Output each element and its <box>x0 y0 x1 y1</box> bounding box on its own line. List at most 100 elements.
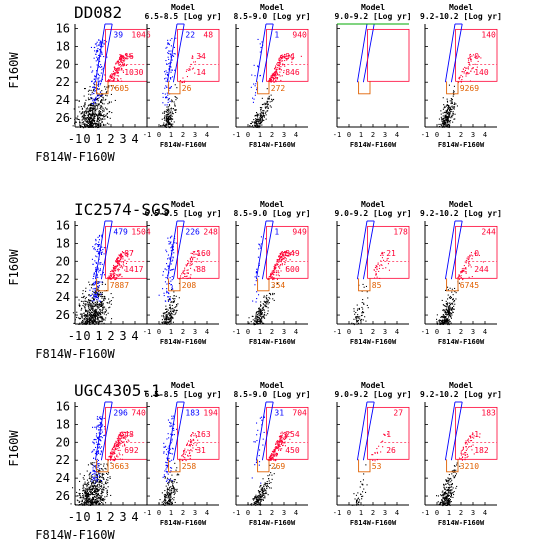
data-point <box>450 322 452 324</box>
data-point <box>100 493 102 495</box>
data-point <box>168 53 170 55</box>
data-point <box>101 473 103 475</box>
data-point <box>120 60 122 62</box>
data-point <box>80 106 82 108</box>
data-point <box>276 67 278 69</box>
data-point <box>170 422 172 424</box>
data-point <box>443 319 445 321</box>
data-point <box>465 73 467 75</box>
data-point <box>169 277 171 279</box>
data-point <box>102 304 104 306</box>
data-point <box>172 300 174 302</box>
data-point <box>363 302 365 304</box>
data-point <box>112 446 114 448</box>
data-point <box>117 441 119 443</box>
data-point <box>92 441 94 443</box>
data-point <box>169 299 171 301</box>
data-point <box>276 72 278 74</box>
data-point <box>88 294 90 296</box>
data-point <box>170 250 172 252</box>
data-point <box>171 481 173 483</box>
data-point <box>168 97 170 99</box>
data-point <box>101 429 103 431</box>
data-point <box>82 304 84 306</box>
data-point <box>87 125 89 127</box>
data-point <box>100 119 102 121</box>
data-point <box>265 303 267 305</box>
data-point <box>116 437 118 439</box>
data-point <box>114 99 116 101</box>
data-point <box>365 285 367 287</box>
data-point <box>175 306 177 308</box>
data-point <box>277 274 279 276</box>
data-point <box>270 459 272 461</box>
data-point <box>110 85 112 87</box>
data-point <box>469 53 471 55</box>
data-point <box>454 106 456 108</box>
data-point <box>163 117 165 119</box>
data-point <box>114 75 116 77</box>
data-point <box>271 76 273 78</box>
data-point <box>86 479 88 481</box>
data-point <box>274 267 276 269</box>
data-point <box>277 283 279 285</box>
data-point <box>93 284 95 286</box>
data-point <box>188 68 190 70</box>
data-point <box>364 316 366 318</box>
data-point <box>122 60 124 62</box>
data-point <box>90 475 92 477</box>
data-point <box>162 124 164 126</box>
data-point <box>167 447 169 449</box>
data-point <box>98 54 100 56</box>
data-point <box>85 125 87 127</box>
data-point <box>86 108 88 110</box>
data-point <box>170 317 172 319</box>
data-point <box>99 476 101 478</box>
data-point <box>175 469 177 471</box>
data-point <box>261 416 263 418</box>
data-point <box>93 110 95 112</box>
data-point <box>443 309 445 311</box>
data-point <box>101 246 103 248</box>
data-point <box>97 249 99 251</box>
data-point <box>110 455 112 457</box>
data-point <box>185 460 187 462</box>
data-point <box>283 55 285 57</box>
data-point <box>101 485 103 487</box>
data-point <box>121 261 123 263</box>
data-point <box>175 109 177 111</box>
data-point <box>268 95 270 97</box>
data-point <box>107 477 109 479</box>
data-point <box>165 314 167 316</box>
data-point <box>88 501 90 503</box>
data-point <box>87 496 89 498</box>
data-point <box>272 79 274 81</box>
data-point <box>461 71 463 73</box>
data-point <box>96 293 98 295</box>
data-point <box>267 313 269 315</box>
data-point <box>249 125 251 127</box>
data-point <box>93 457 95 459</box>
data-point <box>381 264 383 266</box>
data-point <box>79 304 81 306</box>
data-point <box>96 480 98 482</box>
data-point <box>284 65 286 67</box>
data-point <box>116 258 118 260</box>
data-point <box>76 491 78 493</box>
data-point <box>114 266 116 268</box>
data-point <box>280 69 282 71</box>
data-point <box>98 312 100 314</box>
data-point <box>266 88 268 90</box>
data-point <box>100 274 102 276</box>
data-point <box>167 419 169 421</box>
data-point <box>113 72 115 74</box>
data-point <box>93 84 95 86</box>
data-point <box>252 121 254 123</box>
data-point <box>257 490 259 492</box>
data-point <box>464 261 466 263</box>
data-point <box>258 322 260 324</box>
data-point <box>96 99 98 101</box>
data-point <box>278 59 280 61</box>
data-point <box>455 298 457 300</box>
data-point <box>81 108 83 110</box>
